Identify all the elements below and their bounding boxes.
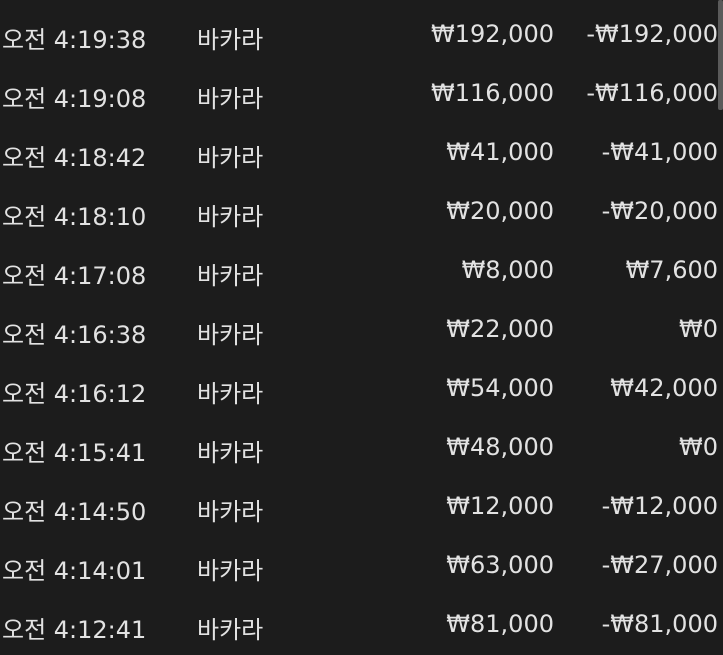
- result-amount: ₩42,000: [610, 374, 718, 402]
- bet-amount: ₩12,000: [446, 492, 554, 520]
- bet-amount: ₩116,000: [431, 79, 554, 107]
- list-item[interactable]: 오전 4:16:38 바카라 ₩22,000 ₩0: [0, 301, 718, 360]
- time-label: 오전 4:17:08: [2, 262, 147, 290]
- time-label: 오전 4:19:08: [2, 85, 147, 113]
- time-label: 오전 4:18:42: [2, 144, 147, 172]
- game-name: 바카라: [197, 380, 264, 408]
- result-amount: -₩20,000: [601, 197, 718, 225]
- bet-amount: ₩8,000: [461, 256, 554, 284]
- game-name: 바카라: [197, 616, 264, 644]
- game-name: 바카라: [197, 85, 264, 113]
- bet-amount: ₩20,000: [446, 197, 554, 225]
- bet-amount: ₩81,000: [446, 610, 554, 638]
- game-name: 바카라: [197, 144, 264, 172]
- time-label: 오전 4:15:41: [2, 439, 147, 467]
- scrollbar[interactable]: [718, 0, 723, 110]
- result-amount: -₩116,000: [586, 79, 718, 107]
- list-item[interactable]: 오전 4:19:38 바카라 ₩192,000 -₩192,000: [0, 6, 718, 65]
- game-name: 바카라: [197, 203, 264, 231]
- game-name: 바카라: [197, 26, 264, 54]
- time-label: 오전 4:14:01: [2, 557, 147, 585]
- result-amount: -₩81,000: [601, 610, 718, 638]
- list-item[interactable]: 오전 4:19:08 바카라 ₩116,000 -₩116,000: [0, 65, 718, 124]
- result-amount: -₩12,000: [601, 492, 718, 520]
- list-item[interactable]: 오전 4:15:41 바카라 ₩48,000 ₩0: [0, 419, 718, 478]
- bet-amount: ₩192,000: [431, 20, 554, 48]
- bet-history-list: 오전 4:19:38 바카라 ₩192,000 -₩192,000 오전 4:19:08…: [0, 6, 718, 655]
- time-label: 오전 4:16:38: [2, 321, 147, 349]
- list-item[interactable]: 오전 4:18:42 바카라 ₩41,000 -₩41,000: [0, 124, 718, 183]
- list-item[interactable]: 오전 4:12:41 바카라 ₩81,000 -₩81,000: [0, 596, 718, 655]
- result-amount: ₩7,600: [625, 256, 718, 284]
- list-item[interactable]: 오전 4:14:01 바카라 ₩63,000 -₩27,000: [0, 537, 718, 596]
- time-label: 오전 4:18:10: [2, 203, 147, 231]
- result-amount: -₩27,000: [601, 551, 718, 579]
- list-item[interactable]: 오전 4:18:10 바카라 ₩20,000 -₩20,000: [0, 183, 718, 242]
- result-amount: ₩0: [679, 433, 718, 461]
- game-name: 바카라: [197, 498, 264, 526]
- list-item[interactable]: 오전 4:14:50 바카라 ₩12,000 -₩12,000: [0, 478, 718, 537]
- bet-amount: ₩54,000: [446, 374, 554, 402]
- list-item[interactable]: 오전 4:17:08 바카라 ₩8,000 ₩7,600: [0, 242, 718, 301]
- game-name: 바카라: [197, 439, 264, 467]
- bet-amount: ₩48,000: [446, 433, 554, 461]
- time-label: 오전 4:14:50: [2, 498, 147, 526]
- game-name: 바카라: [197, 262, 264, 290]
- time-label: 오전 4:12:41: [2, 616, 147, 644]
- time-label: 오전 4:19:38: [2, 26, 147, 54]
- bet-amount: ₩63,000: [446, 551, 554, 579]
- bet-amount: ₩22,000: [446, 315, 554, 343]
- result-amount: -₩192,000: [586, 20, 718, 48]
- list-item[interactable]: 오전 4:16:12 바카라 ₩54,000 ₩42,000: [0, 360, 718, 419]
- time-label: 오전 4:16:12: [2, 380, 147, 408]
- result-amount: ₩0: [679, 315, 718, 343]
- game-name: 바카라: [197, 557, 264, 585]
- bet-amount: ₩41,000: [446, 138, 554, 166]
- result-amount: -₩41,000: [601, 138, 718, 166]
- game-name: 바카라: [197, 321, 264, 349]
